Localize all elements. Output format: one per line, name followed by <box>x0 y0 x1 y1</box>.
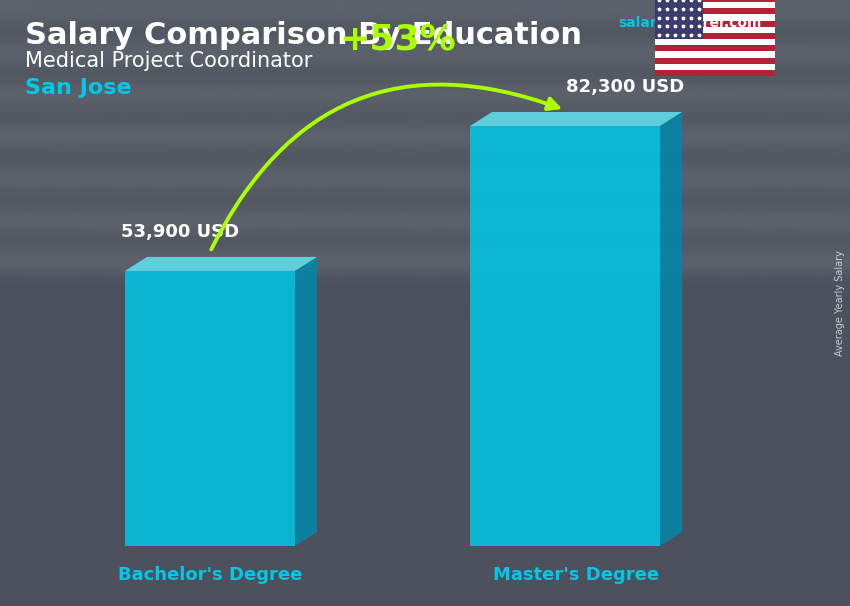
Bar <box>655 52 775 58</box>
Text: San Jose: San Jose <box>25 78 132 98</box>
Text: Master's Degree: Master's Degree <box>493 566 659 584</box>
Polygon shape <box>295 257 317 546</box>
Polygon shape <box>660 112 682 546</box>
Bar <box>655 39 775 45</box>
Bar <box>655 45 775 52</box>
Polygon shape <box>470 126 660 546</box>
Text: 82,300 USD: 82,300 USD <box>566 78 684 96</box>
Polygon shape <box>125 271 295 546</box>
Text: Salary Comparison By Education: Salary Comparison By Education <box>25 21 582 50</box>
Bar <box>655 0 775 76</box>
Bar <box>655 2 775 8</box>
Bar <box>655 64 775 70</box>
Bar <box>655 70 775 76</box>
Text: Bachelor's Degree: Bachelor's Degree <box>118 566 303 584</box>
Text: salary: salary <box>618 16 666 30</box>
Bar <box>655 8 775 15</box>
Bar <box>655 0 703 39</box>
Bar <box>655 27 775 33</box>
Bar <box>655 0 775 2</box>
Polygon shape <box>470 112 682 126</box>
Bar <box>655 33 775 39</box>
Text: Medical Project Coordinator: Medical Project Coordinator <box>25 51 313 71</box>
Text: +53%: +53% <box>339 23 456 57</box>
Bar <box>655 21 775 27</box>
Text: explorer.com: explorer.com <box>660 16 762 30</box>
Text: 53,900 USD: 53,900 USD <box>121 223 239 241</box>
Bar <box>655 58 775 64</box>
Bar <box>655 15 775 21</box>
Text: Average Yearly Salary: Average Yearly Salary <box>835 250 845 356</box>
Polygon shape <box>125 257 317 271</box>
